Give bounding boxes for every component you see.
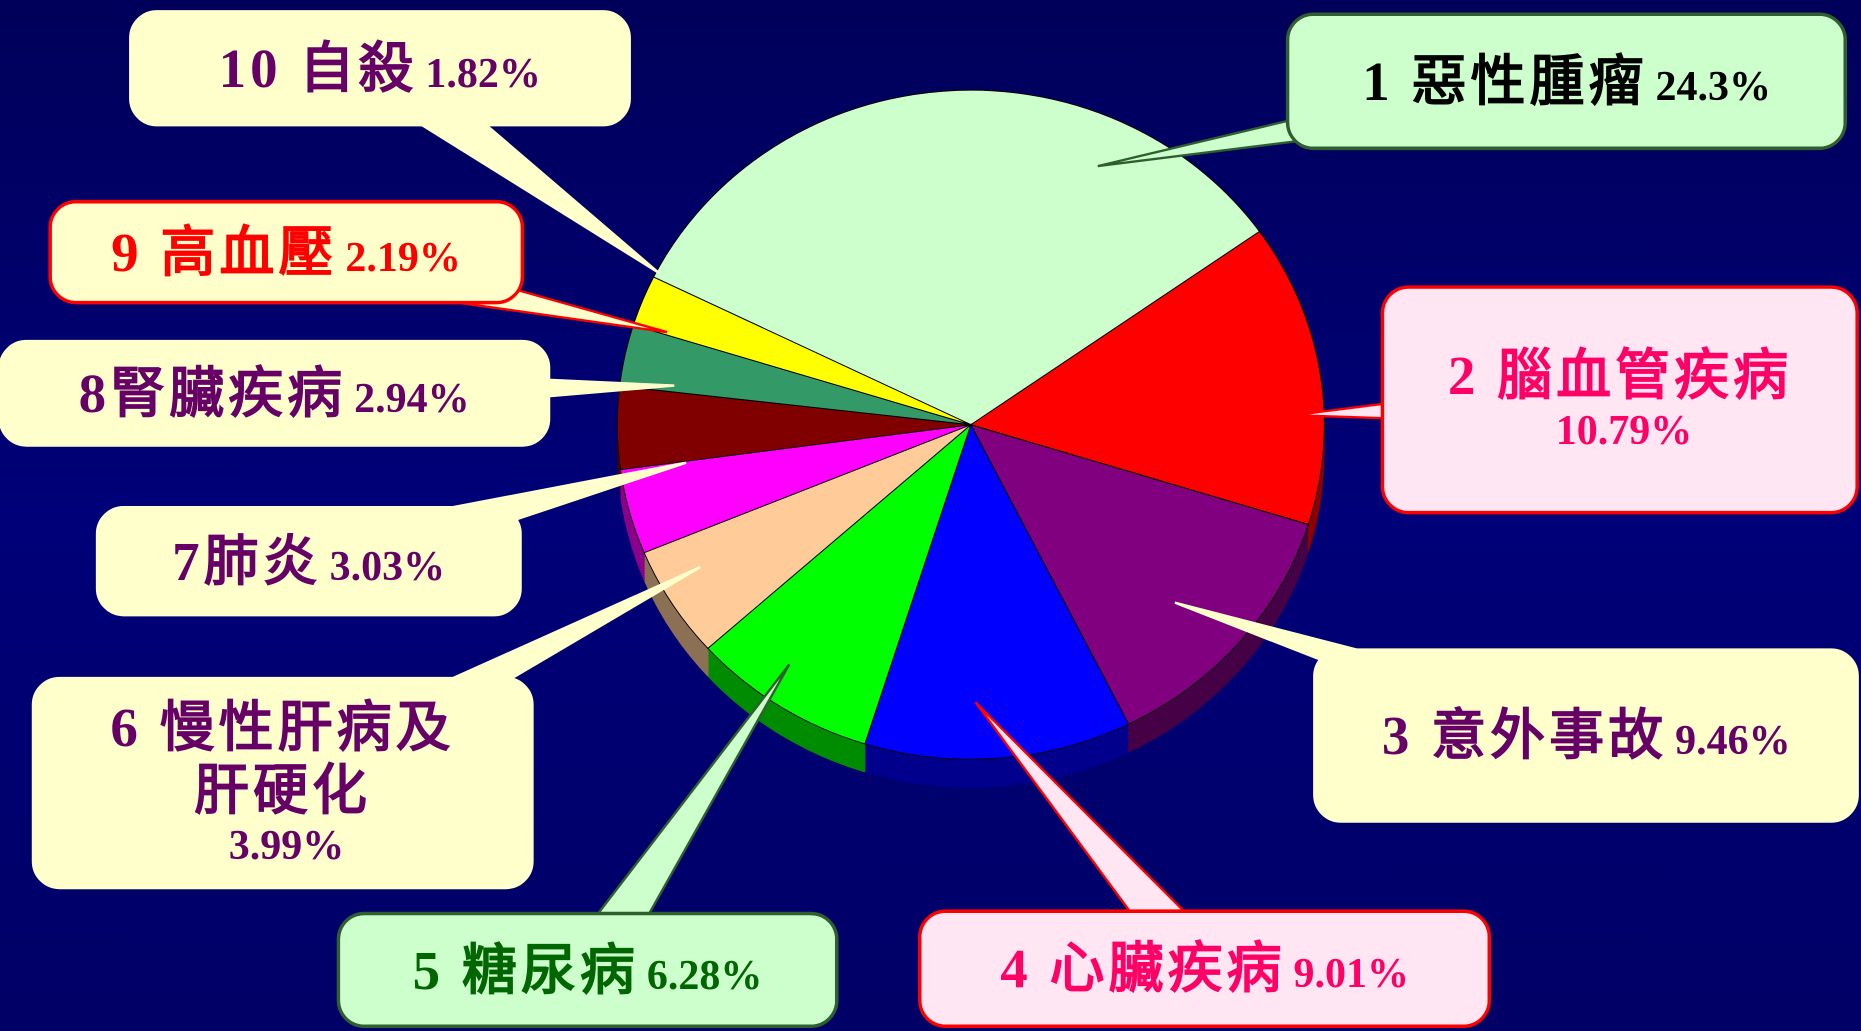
callout-text: 7肺炎 3.03% bbox=[172, 530, 445, 593]
callout-label: 8腎臟疾病 2.94% bbox=[0, 342, 548, 445]
category-label: 2 腦血管疾病 bbox=[1447, 345, 1793, 407]
category-label: 3 意外事故 bbox=[1381, 705, 1668, 767]
callout-box-fill bbox=[35, 680, 531, 886]
category-label: 7肺炎 bbox=[172, 530, 322, 592]
slice bbox=[969, 230, 1325, 526]
callout-text: 4 心臟疾病 9.01% bbox=[1000, 937, 1409, 1000]
category-label: 10 自殺 bbox=[218, 37, 418, 99]
callout-label: 10 自殺 1.82% bbox=[131, 12, 629, 125]
callout-text: 10 自殺 1.82% bbox=[219, 37, 541, 100]
value-label: 2.19% bbox=[345, 234, 461, 281]
callout-text: 5 糖尿病 6.28% bbox=[413, 939, 763, 1002]
callout-text: 9 高血壓 2.19% bbox=[111, 221, 461, 284]
callout-boxes bbox=[0, 10, 1859, 1029]
value-label: 9.01% bbox=[1293, 951, 1410, 998]
callout-box-fill bbox=[1384, 288, 1856, 511]
callout-label: 9 高血壓 2.19% bbox=[50, 202, 522, 303]
slice bbox=[969, 423, 1309, 725]
value-label: 10.79% bbox=[1555, 408, 1693, 455]
value-label: 6.28% bbox=[646, 952, 763, 999]
value-label: 9.46% bbox=[1675, 718, 1791, 765]
callout-box-fill bbox=[132, 13, 628, 123]
value-label: 3.99% bbox=[228, 823, 345, 870]
slice bbox=[864, 423, 1130, 760]
slice bbox=[652, 89, 1261, 426]
category-label: 6 慢性肝病及肝硬化 bbox=[110, 696, 455, 822]
callout-text: 1 惡性腫瘤 24.3% bbox=[1362, 50, 1771, 113]
callout-label: 4 心臟疾病 9.01% bbox=[920, 912, 1490, 1027]
slice bbox=[707, 423, 972, 745]
category-label: 1 惡性腫瘤 bbox=[1362, 50, 1648, 112]
value-label: 24.3% bbox=[1655, 63, 1772, 110]
category-label: 5 糖尿病 bbox=[412, 939, 639, 1001]
category-label: 4 心臟疾病 bbox=[1000, 938, 1286, 1000]
value-label: 1.82% bbox=[425, 50, 541, 97]
callout-box-fill bbox=[2, 343, 547, 444]
category-label: 9 高血壓 bbox=[111, 221, 338, 283]
callout-label: 5 糖尿病 6.28% bbox=[338, 914, 836, 1027]
callout-text: 2 腦血管疾病 10.79% bbox=[1448, 344, 1792, 456]
callout-text: 8腎臟疾病 2.94% bbox=[79, 362, 470, 425]
callout-box-fill bbox=[51, 203, 521, 301]
callout-box-fill bbox=[340, 915, 835, 1025]
callout-text: 6 慢性肝病及肝硬化 3.99% bbox=[104, 696, 460, 871]
callout-box-fill bbox=[921, 912, 1488, 1025]
callout-text: 3 意外事故 9.46% bbox=[1382, 704, 1791, 767]
category-label: 8腎臟疾病 bbox=[78, 362, 347, 424]
value-label: 2.94% bbox=[354, 375, 470, 422]
callout-label: 2 腦血管疾病 10.79% bbox=[1383, 287, 1858, 513]
callout-label: 6 慢性肝病及肝硬化 3.99% bbox=[33, 679, 531, 888]
callout-box-fill bbox=[1316, 651, 1856, 820]
callout-box-fill bbox=[1289, 16, 1844, 147]
callout-box-fill bbox=[99, 509, 519, 613]
callout-label: 7肺炎 3.03% bbox=[97, 508, 520, 615]
callout-label: 1 惡性腫瘤 24.3% bbox=[1288, 14, 1846, 148]
value-label: 3.03% bbox=[329, 543, 446, 590]
callout-label: 3 意外事故 9.46% bbox=[1315, 650, 1857, 821]
